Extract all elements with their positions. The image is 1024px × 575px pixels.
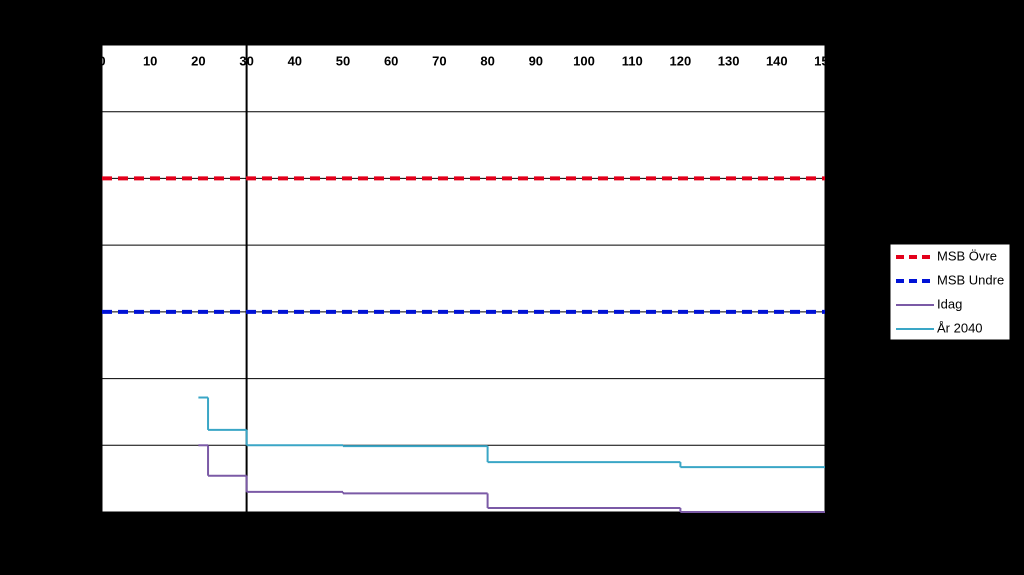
legend-label: MSB Övre: [937, 248, 997, 263]
plot-border: [102, 45, 825, 513]
x-tick-label: 120: [670, 53, 692, 68]
y-tick-label: 1e-8: [70, 437, 96, 452]
x-tick-label: 140: [766, 53, 788, 68]
x-tick-label: 110: [622, 53, 643, 68]
x-tick-label: 150: [814, 53, 836, 68]
y-tick-label: 0.01: [71, 36, 96, 51]
x-tick-label: 100: [573, 53, 595, 68]
x-tick-label: 90: [529, 53, 543, 68]
y-tick-label: 1e-9: [70, 503, 96, 518]
y-tick-label: 0.00001: [49, 237, 96, 252]
x-tick-label: 60: [384, 53, 398, 68]
legend-label: Idag: [937, 296, 962, 311]
x-tick-label: 40: [288, 53, 302, 68]
x-tick-label: 80: [480, 53, 494, 68]
plot-area: [102, 45, 825, 512]
x-tick-label: 50: [336, 53, 350, 68]
legend-label: MSB Undre: [937, 272, 1004, 287]
y-tick-label: 0.001: [63, 103, 96, 118]
legend: [889, 243, 1011, 341]
y-tick-label: 0.000001: [42, 303, 96, 318]
x-tick-label: 0: [98, 53, 105, 68]
legend-label: År 2040: [937, 320, 983, 335]
plot: 0102030405060708090100110120130140150: [98, 45, 836, 513]
x-tick-label: 130: [718, 53, 740, 68]
x-tick-label: 20: [191, 53, 205, 68]
y-tick-label: 1e-7: [70, 370, 96, 385]
y-tick-label: 0.0001: [56, 170, 96, 185]
x-tick-label: 70: [432, 53, 446, 68]
x-tick-label: 10: [143, 53, 157, 68]
